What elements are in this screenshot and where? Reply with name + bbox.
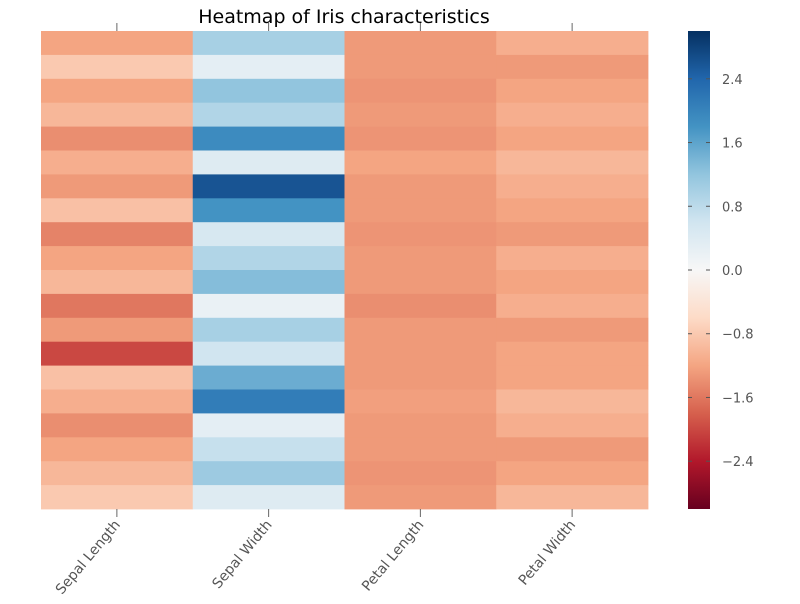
heatmap-cell [192, 174, 345, 199]
x-tick-label: Petal Length [359, 517, 427, 594]
heatmap-cell [344, 31, 497, 56]
heatmap-cell [344, 341, 497, 366]
heatmap-cell [496, 174, 649, 199]
heatmap-cell [496, 437, 649, 462]
heatmap-cell [344, 485, 497, 510]
heatmap-cell [344, 317, 497, 343]
heatmap-cell [192, 461, 345, 486]
colorbar-tick-label: −1.6 [722, 391, 754, 406]
heatmap-cell [344, 461, 497, 486]
heatmap-cell [41, 78, 194, 104]
heatmap-cell [192, 293, 345, 319]
colorbar-tick-label: 2.4 [722, 73, 743, 88]
heatmap-cell [496, 413, 649, 438]
heatmap-cell [41, 437, 194, 462]
heatmap-cell [41, 413, 194, 438]
heatmap-cell [192, 389, 345, 414]
heatmap-cell [192, 246, 345, 271]
heatmap-cell [344, 222, 497, 247]
heatmap-cell [496, 485, 649, 510]
heatmap-cell [496, 270, 649, 295]
heatmap-cell [496, 126, 649, 151]
heatmap-cell [496, 293, 649, 319]
colorbar-tick-label: 1.6 [722, 137, 743, 152]
heatmap-cell [41, 150, 194, 175]
heatmap-cell [344, 150, 497, 175]
heatmap-cell [192, 126, 345, 151]
heatmap-cell [41, 485, 194, 510]
heatmap-cell [192, 413, 345, 438]
heatmap-cell [41, 246, 194, 271]
heatmap-cell [41, 126, 194, 151]
heatmap-cell [192, 198, 345, 223]
heatmap-cell [496, 389, 649, 414]
heatmap-cell [41, 317, 194, 343]
heatmap-cell [41, 31, 194, 56]
heatmap-cell [41, 54, 194, 80]
heatmap-cell [41, 222, 194, 247]
heatmap-cell [344, 293, 497, 319]
heatmap-cell [496, 461, 649, 486]
heatmap-cell [344, 174, 497, 199]
x-tick-label: Sepal Width [209, 517, 275, 592]
heatmap-cell [496, 246, 649, 271]
heatmap-cell [344, 198, 497, 223]
chart-title: Heatmap of Iris characteristics [198, 6, 490, 28]
heatmap-cell [41, 293, 194, 319]
heatmap-cell [192, 317, 345, 343]
heatmap-cell [41, 461, 194, 486]
heatmap-cell [344, 437, 497, 462]
heatmap-cell [496, 150, 649, 175]
heatmap-cell [192, 222, 345, 247]
heatmap-cell [344, 126, 497, 151]
x-tick-label: Petal Width [516, 517, 579, 588]
x-tick-label: Sepal Length [53, 517, 124, 597]
heatmap-cell [192, 365, 345, 390]
heatmap-cell [41, 198, 194, 223]
heatmap-cell [41, 365, 194, 390]
heatmap-cell [41, 341, 194, 366]
heatmap-cell [496, 198, 649, 223]
heatmap-cell [41, 270, 194, 295]
heatmap-cell [496, 31, 649, 56]
heatmap-cell [344, 246, 497, 271]
heatmap-cell [192, 437, 345, 462]
heatmap-cell [496, 78, 649, 104]
colorbar [688, 31, 710, 509]
colorbar-tick-label: 0.0 [722, 264, 743, 279]
colorbar-tick-label: −0.8 [722, 328, 754, 343]
heatmap-cell [344, 389, 497, 414]
heatmap-cell [192, 150, 345, 175]
heatmap-cell [192, 78, 345, 104]
heatmap-cell [496, 341, 649, 366]
heatmap-cell [496, 102, 649, 127]
heatmap-cells [41, 31, 649, 510]
heatmap-cell [192, 485, 345, 510]
heatmap-cell [192, 31, 345, 56]
heatmap-cell [192, 270, 345, 295]
heatmap-cell [192, 102, 345, 127]
heatmap-cell [344, 365, 497, 390]
colorbar-ticks: −2.4 −1.6 −0.8 0.0 0.8 1.6 2.4 [688, 73, 754, 470]
heatmap-cell [344, 413, 497, 438]
heatmap-cell [344, 270, 497, 295]
heatmap-cell [192, 54, 345, 80]
heatmap-cell [344, 78, 497, 104]
heatmap-cell [344, 54, 497, 80]
heatmap-cell [496, 317, 649, 343]
heatmap-cell [192, 341, 345, 366]
heatmap-cell [41, 102, 194, 127]
heatmap-cell [41, 389, 194, 414]
heatmap-cell [496, 222, 649, 247]
heatmap-cell [344, 102, 497, 127]
heatmap-cell [496, 365, 649, 390]
colorbar-tick-label: 0.8 [722, 200, 743, 215]
heatmap-cell [496, 54, 649, 80]
colorbar-tick-label: −2.4 [722, 455, 754, 470]
heatmap-cell [41, 174, 194, 199]
